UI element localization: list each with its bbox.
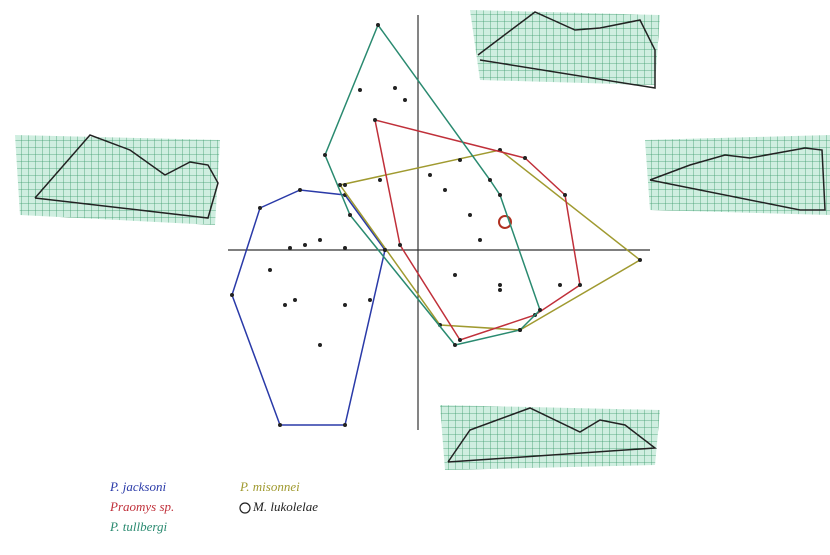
legend-label: P. jacksoni (109, 479, 166, 494)
legend-label: Praomys sp. (109, 499, 174, 514)
point (383, 248, 387, 252)
hull (338, 149, 642, 331)
point (523, 156, 527, 160)
point (498, 193, 502, 197)
point (348, 213, 352, 217)
point (343, 423, 347, 427)
point (358, 88, 362, 92)
point (318, 343, 322, 347)
point (498, 283, 502, 287)
point (488, 178, 492, 182)
legend-label: M. lukolelae (252, 499, 318, 514)
legend-marker (239, 502, 251, 514)
point (563, 193, 567, 197)
legend-label: P. tullbergi (109, 519, 167, 534)
point (368, 298, 372, 302)
point (398, 243, 402, 247)
point (293, 298, 297, 302)
point (518, 328, 522, 332)
point (278, 423, 282, 427)
point (403, 98, 407, 102)
point (303, 243, 307, 247)
point (578, 283, 582, 287)
deformation-grid (440, 405, 660, 470)
point (538, 308, 542, 312)
point (258, 206, 262, 210)
point (478, 238, 482, 242)
hull (374, 118, 581, 341)
point (283, 303, 287, 307)
point (298, 188, 302, 192)
hull (231, 189, 386, 426)
point (468, 213, 472, 217)
point (378, 178, 382, 182)
point (638, 258, 642, 262)
point (338, 183, 342, 187)
point (458, 158, 462, 162)
point (453, 343, 457, 347)
point (343, 303, 347, 307)
point (376, 23, 380, 27)
point (288, 246, 292, 250)
point (268, 268, 272, 272)
point (458, 338, 462, 342)
deformation-grid (470, 10, 660, 89)
deformation-grid (15, 134, 220, 225)
point (393, 86, 397, 90)
point (558, 283, 562, 287)
point (498, 288, 502, 292)
point (323, 153, 327, 157)
deformation-grid (645, 135, 830, 215)
point (428, 173, 432, 177)
point (343, 183, 347, 187)
legend-label: P. misonnei (239, 479, 300, 494)
point (318, 238, 322, 242)
point (230, 293, 234, 297)
point (443, 188, 447, 192)
point (373, 118, 377, 122)
point (343, 246, 347, 250)
point (453, 273, 457, 277)
